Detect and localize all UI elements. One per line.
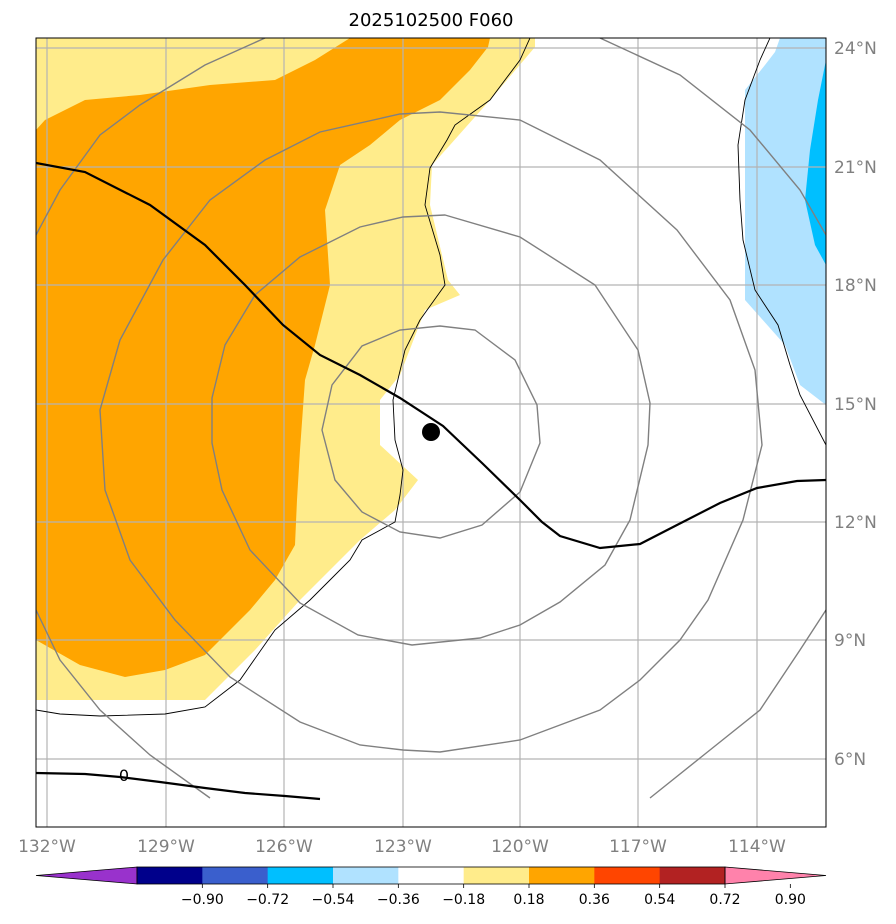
colorbar-segment	[267, 867, 334, 884]
figure-title: 2025102500 F060	[349, 10, 514, 31]
colorbar-tick-label: −0.36	[377, 892, 420, 908]
colorbar-tick-label: −0.90	[181, 892, 224, 908]
lat-tick-label: 15°N	[834, 395, 877, 415]
lon-tick-label: 117°W	[609, 837, 667, 857]
colorbar-segment	[529, 867, 595, 884]
field-fill-deepskyblue	[805, 60, 826, 265]
colorbar: −0.90 −0.72 −0.54 −0.36 −0.18 0.18 0.36 0.54 0.7…	[35, 866, 827, 908]
lon-tick-label: 120°W	[491, 837, 549, 857]
range-ring-1	[321, 325, 541, 539]
colorbar-tick-label: 0.36	[579, 892, 610, 908]
colorbar-segment	[333, 867, 399, 884]
map-panel: 0	[36, 38, 826, 827]
colorbar-tick-label: −0.18	[442, 892, 485, 908]
lon-tick-label: 132°W	[18, 837, 76, 857]
storm-center-marker	[422, 423, 440, 441]
colorbar-segment	[202, 867, 269, 884]
lon-tick-label: 126°W	[255, 837, 313, 857]
colorbar-tick-label: −0.54	[312, 892, 355, 908]
field-fill-orange	[36, 38, 490, 677]
colorbar-tick-label: −0.72	[246, 892, 289, 908]
colorbar-extend-low	[35, 866, 138, 885]
coastline	[36, 38, 826, 717]
range-rings	[36, 38, 826, 799]
map-frame	[35, 37, 827, 828]
colorbar-segment	[463, 867, 530, 884]
range-ring-4d	[36, 609, 211, 799]
colorbar-tick-label: 0.54	[644, 892, 675, 908]
colorbar-tick-label: 0.90	[775, 892, 806, 908]
lat-tick-label: 18°N	[834, 276, 877, 296]
zero-contour-upper	[36, 161, 826, 550]
colorbar-segment	[137, 867, 203, 884]
lon-tick-label: 129°W	[137, 837, 195, 857]
colorbar-segment	[659, 867, 726, 884]
lat-tick-label: 12°N	[834, 513, 877, 533]
lat-tick-label: 6°N	[834, 750, 866, 770]
lon-tick-label: 114°W	[728, 837, 786, 857]
zero-contour-lower	[36, 771, 321, 801]
zero-contours	[36, 161, 826, 801]
field-fill-lightblue	[745, 38, 826, 405]
colorbar-tick-label: 0.18	[513, 892, 544, 908]
zero-contour-label: 0	[119, 766, 129, 785]
lon-tick-label: 123°W	[374, 837, 432, 857]
lat-tick-label: 21°N	[834, 158, 877, 178]
colorbar-outline	[136, 866, 726, 885]
range-ring-4b	[599, 38, 826, 236]
lat-tick-label: 9°N	[834, 631, 866, 651]
range-ring-3	[99, 111, 763, 753]
colorbar-tick-label: 0.72	[709, 892, 740, 908]
gridlines	[36, 38, 826, 827]
range-ring-4	[36, 38, 266, 236]
colorbar-extend-high	[724, 866, 827, 885]
colorbar-segment	[594, 867, 661, 884]
lon-tick-labels: 132°W 129°W 126°W 123°W 120°W 117°W 114°…	[18, 837, 786, 857]
colorbar-segment	[398, 867, 465, 884]
lat-tick-label: 24°N	[834, 39, 877, 59]
range-ring-4c	[649, 609, 826, 799]
range-ring-2	[211, 214, 651, 646]
lat-tick-labels: 24°N 21°N 18°N 15°N 12°N 9°N 6°N	[834, 39, 877, 770]
